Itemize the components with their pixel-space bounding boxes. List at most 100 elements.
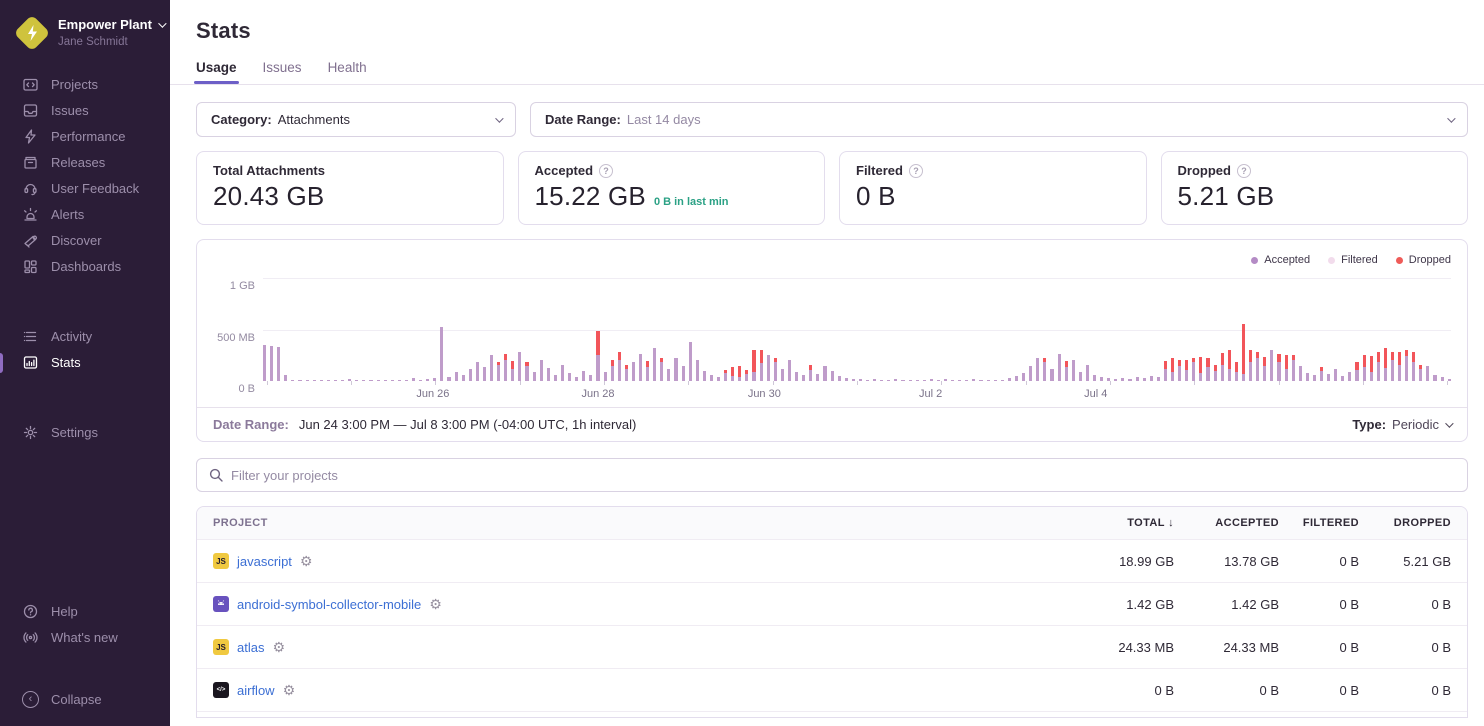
org-switcher[interactable]: Empower Plant Jane Schmidt [0,14,170,52]
chart-bar[interactable] [646,361,650,381]
chart-bar[interactable] [1171,358,1175,381]
chart-bar[interactable] [511,361,515,381]
help-icon[interactable]: ? [908,163,923,178]
chart-bar[interactable] [404,380,408,381]
chart-bar[interactable] [787,360,792,381]
sidebar-collapse-button[interactable]: ‹ Collapse [0,686,170,712]
chart-bar[interactable] [461,375,465,381]
chart-bar[interactable] [731,367,735,381]
chart-bar[interactable] [1185,360,1189,381]
chart-bar[interactable] [1327,374,1331,381]
tab-issues[interactable]: Issues [262,60,302,75]
chart-bar[interactable] [1334,369,1338,381]
chart-bar[interactable] [766,355,770,381]
chart-bar[interactable] [674,358,678,381]
sidebar-item-what-s-new[interactable]: What's new [0,624,170,650]
table-header-accepted[interactable]: Accepted [1215,517,1279,529]
chart-bar[interactable] [1433,375,1437,381]
chart-bar[interactable] [1249,350,1253,381]
chart-bar[interactable] [972,379,976,381]
chart-bar[interactable] [525,362,529,381]
chart-bar[interactable] [1341,376,1345,381]
chart-bar[interactable] [263,345,267,381]
chart-bar[interactable] [1128,379,1132,381]
chart-bar[interactable] [894,379,898,381]
chart-bar[interactable] [546,368,550,381]
table-header-dropped[interactable]: Dropped [1393,517,1451,529]
chart-bar[interactable] [482,367,486,381]
chart-bar[interactable] [1305,373,1309,381]
chart-bar[interactable] [610,360,614,381]
chart-bar[interactable] [298,380,302,381]
project-link[interactable]: airflow [237,682,275,698]
chart-bar[interactable] [1206,358,1210,381]
chart-bar[interactable] [816,374,820,381]
chart-bar[interactable] [717,377,721,381]
chart-bar[interactable] [979,380,983,381]
sidebar-item-stats[interactable]: Stats [0,350,170,376]
chart-bar[interactable] [1383,348,1387,381]
chart-bar[interactable] [1121,378,1125,381]
project-link[interactable]: atlas [237,639,265,655]
project-settings-gear-icon[interactable]: ⚙ [272,639,286,655]
chart-bar[interactable] [738,366,742,381]
chart-bar[interactable] [709,375,713,381]
chart-bar[interactable] [426,379,430,381]
chart-bar[interactable] [1107,378,1111,381]
chart-bar[interactable] [1100,377,1104,381]
chart-bar[interactable] [440,327,444,381]
chart-bar[interactable] [419,380,423,381]
sidebar-item-help[interactable]: Help [0,598,170,624]
chart-bar[interactable] [1419,365,1423,381]
chart-bar[interactable] [1241,324,1246,381]
chart-bar[interactable] [1319,367,1324,381]
chart-bar[interactable] [1178,360,1182,381]
help-icon[interactable]: ? [1236,163,1251,178]
chart-bar[interactable] [1085,365,1089,381]
chart-bar[interactable] [1312,375,1316,381]
chart-bar[interactable] [383,380,387,381]
chart-bar[interactable] [880,380,884,381]
legend-item-accepted[interactable]: Accepted [1251,254,1310,266]
chart-bar[interactable] [922,380,926,381]
chart-bar[interactable] [497,362,501,381]
chart-bar[interactable] [1036,358,1040,381]
chart-bar[interactable] [1078,372,1082,381]
chart-bar[interactable] [1064,361,1068,381]
chart-bar[interactable] [667,369,671,381]
chart-bar[interactable] [653,348,657,381]
tab-usage[interactable]: Usage [194,60,239,84]
chart-bar[interactable] [1057,354,1061,381]
chart-bar[interactable] [589,375,593,381]
tab-health[interactable]: Health [327,60,367,75]
chart-bar[interactable] [844,378,848,381]
chart-bar[interactable] [1426,366,1430,381]
chart-bar[interactable] [958,380,962,381]
chart-bar[interactable] [1362,355,1366,381]
chart-bar[interactable] [603,372,607,381]
chart-bar[interactable] [1263,357,1267,381]
chart-bar[interactable] [348,379,352,381]
chart-bar[interactable] [901,380,905,381]
chart-bar[interactable] [1227,350,1231,381]
chart-bar[interactable] [433,378,437,381]
chart-bar[interactable] [1270,350,1274,381]
chart-bar[interactable] [411,378,416,381]
chart-bar[interactable] [780,369,784,381]
sidebar-item-projects[interactable]: Projects [0,72,170,98]
chart-bar[interactable] [1050,369,1054,381]
chart-bar[interactable] [830,371,834,381]
chart-bar[interactable] [873,379,877,381]
chart-bar[interactable] [702,371,706,381]
chart-bar[interactable] [1398,352,1402,381]
chart-bar[interactable] [1277,354,1281,381]
chart-bar[interactable] [851,379,855,381]
chart-bar[interactable] [376,380,380,381]
chart-bar[interactable] [1043,358,1047,381]
chart-bar[interactable] [1029,366,1033,381]
chart-bar[interactable] [1284,355,1288,381]
sidebar-item-performance[interactable]: Performance [0,124,170,150]
chart-bar[interactable] [986,380,990,381]
chart-bar[interactable] [284,375,288,381]
chart-bar[interactable] [270,346,274,381]
